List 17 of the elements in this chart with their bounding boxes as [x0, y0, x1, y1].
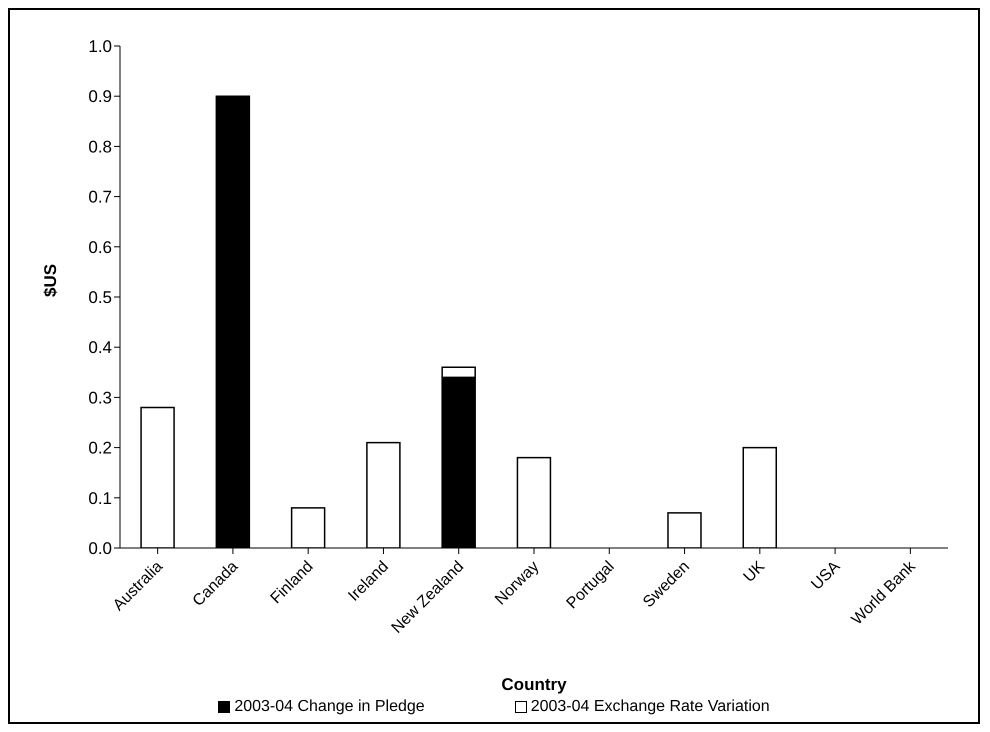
legend-label: 2003-04 Change in Pledge: [234, 698, 425, 716]
x-tick-label: USA: [808, 558, 844, 594]
y-tick-label: 0.9: [88, 87, 112, 106]
y-tick-label: 0.0: [88, 539, 112, 558]
y-tick-label: 1.0: [88, 37, 112, 56]
y-tick-label: 0.2: [88, 438, 112, 458]
y-tick-label: 0.8: [88, 137, 112, 156]
y-tick-label: 0.6: [88, 238, 112, 257]
y-tick-label: 0.1: [88, 488, 112, 508]
y-tick-label: 0.5: [88, 288, 112, 308]
x-tick-label: UK: [740, 558, 769, 586]
y-tick-label: 0.3: [88, 388, 112, 408]
y-tick-label: 0.4: [88, 338, 112, 358]
legend-label: 2003-04 Exchange Rate Variation: [530, 698, 770, 716]
y-tick-label: 0.7: [88, 188, 112, 207]
x-axis-title: Country: [501, 675, 568, 694]
y-axis-title: $US: [41, 264, 60, 297]
